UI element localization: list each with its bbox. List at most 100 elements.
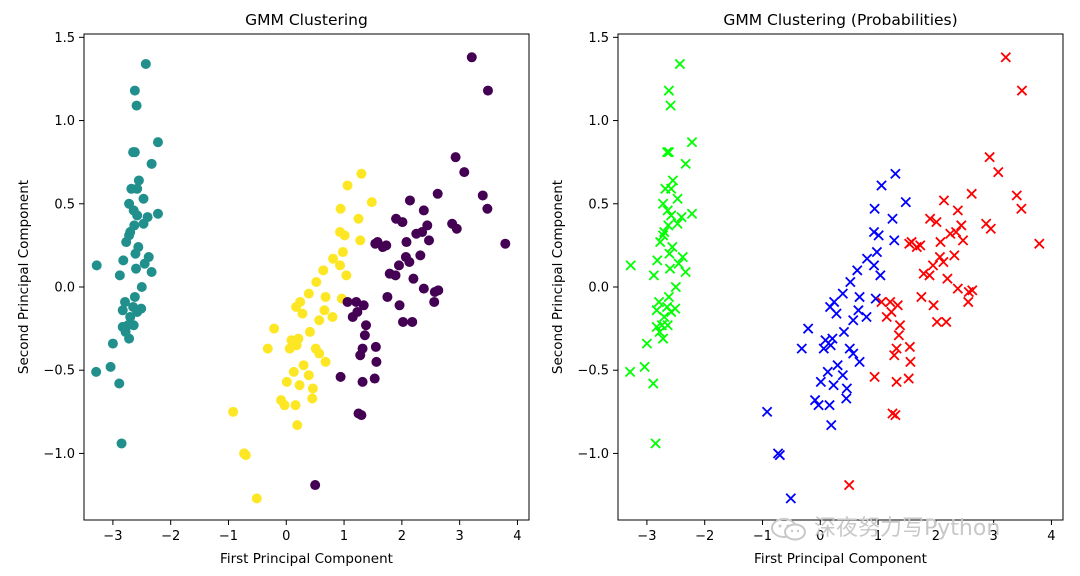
- data-point: [934, 251, 946, 263]
- data-point: [662, 320, 673, 331]
- data-point: [91, 366, 102, 377]
- axes-frame: [83, 33, 530, 521]
- data-point: [950, 226, 962, 238]
- data-point: [408, 273, 419, 284]
- data-point: [949, 250, 960, 261]
- data-point: [105, 361, 116, 372]
- data-point: [355, 235, 366, 246]
- data-point: [667, 241, 678, 253]
- data-point: [139, 258, 150, 269]
- data-point: [825, 340, 836, 351]
- data-point: [418, 283, 429, 294]
- data-point: [366, 197, 377, 208]
- data-point: [370, 341, 381, 352]
- data-point: [660, 183, 671, 195]
- data-point: [993, 166, 1004, 178]
- data-point: [686, 136, 698, 148]
- y-tick-label: −0.5: [577, 364, 609, 379]
- data-point: [131, 263, 142, 274]
- data-point: [818, 343, 829, 354]
- data-point: [941, 316, 952, 328]
- data-point: [240, 450, 251, 461]
- chart-title: GMM Clustering: [245, 11, 368, 29]
- data-point: [314, 315, 325, 326]
- data-point: [813, 399, 824, 411]
- data-point: [658, 311, 670, 323]
- data-point: [415, 250, 426, 261]
- data-point: [407, 316, 418, 327]
- data-point: [894, 320, 906, 331]
- data-point: [140, 58, 151, 69]
- data-point: [677, 251, 688, 263]
- y-axis-label: Second Principal Component: [16, 180, 32, 374]
- data-point: [648, 378, 659, 389]
- data-point: [938, 256, 949, 268]
- data-point: [966, 188, 977, 200]
- data-point: [853, 305, 864, 316]
- data-point: [424, 235, 435, 246]
- data-point: [126, 183, 137, 194]
- data-point: [887, 213, 898, 224]
- data-point: [845, 276, 856, 288]
- data-point: [837, 288, 849, 299]
- data-point: [477, 190, 488, 201]
- data-point: [676, 211, 687, 223]
- data-point: [984, 151, 995, 163]
- data-point: [279, 400, 290, 411]
- x-tick-label: 0: [282, 529, 290, 544]
- data-point: [401, 237, 412, 248]
- data-point: [382, 291, 393, 302]
- data-point: [686, 208, 698, 219]
- data-point: [228, 406, 239, 417]
- data-point: [297, 308, 308, 319]
- data-point: [381, 240, 392, 251]
- data-point: [785, 493, 797, 504]
- left-scatter-plot: −3 −2 −1 0 1 2 3 4 −1.0 −0.5 0.0 0.5 1.0 1.5 GMM Clust…: [16, 11, 530, 567]
- watermark-text: 深夜努力写Python: [814, 516, 1001, 541]
- data-point: [824, 399, 835, 411]
- data-point: [876, 296, 887, 308]
- data-point: [952, 283, 964, 294]
- x-tick-label: 0: [816, 529, 824, 544]
- data-point: [341, 270, 352, 281]
- data-point: [459, 167, 470, 178]
- data-point: [129, 147, 140, 158]
- data-point: [672, 193, 683, 205]
- data-point: [328, 253, 339, 264]
- y-tick-label: 0.0: [54, 280, 75, 295]
- data-point: [311, 276, 322, 287]
- data-point: [298, 360, 309, 371]
- y-tick-label: 1.0: [54, 114, 75, 129]
- data-point: [303, 288, 314, 299]
- data-point: [404, 195, 415, 206]
- data-point: [847, 348, 859, 359]
- data-point: [398, 316, 409, 327]
- data-point: [314, 348, 325, 359]
- data-point: [667, 175, 679, 186]
- data-point: [761, 406, 773, 418]
- data-point: [269, 323, 280, 334]
- data-point: [450, 152, 461, 163]
- data-point: [648, 270, 660, 281]
- data-point: [674, 58, 686, 70]
- data-point: [892, 300, 903, 311]
- data-point: [129, 291, 140, 302]
- x-tick-label: −3: [637, 529, 656, 544]
- data-point: [117, 305, 128, 316]
- data-point: [356, 410, 367, 421]
- data-point: [957, 235, 969, 246]
- data-point: [369, 373, 380, 384]
- data-point: [664, 248, 675, 259]
- data-point: [841, 383, 853, 394]
- data-point: [624, 366, 636, 378]
- x-tick-label: −1: [753, 529, 772, 544]
- x-axis-label: First Principal Component: [220, 551, 393, 567]
- data-point: [130, 248, 141, 259]
- data-point: [889, 235, 900, 246]
- data-point: [361, 320, 372, 331]
- data-point: [657, 333, 669, 344]
- data-point: [342, 296, 353, 307]
- data-point: [359, 330, 370, 341]
- x-tick-label: 2: [932, 529, 940, 544]
- data-point: [404, 257, 415, 268]
